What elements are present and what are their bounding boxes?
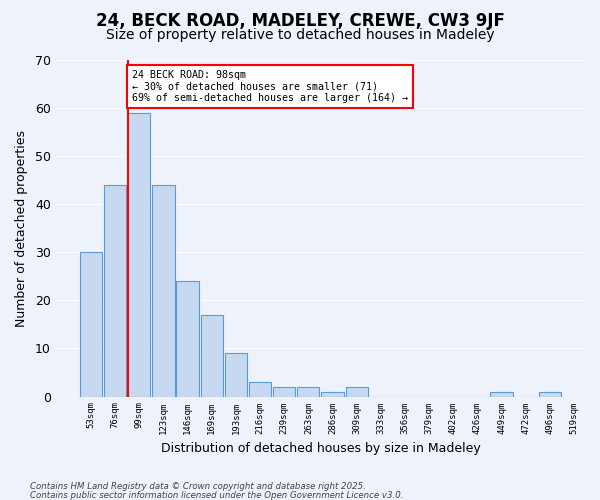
Bar (176, 281, 199, 396)
Bar (490, 392, 512, 396)
Bar (152, 185, 175, 396)
Y-axis label: Number of detached properties: Number of detached properties (15, 130, 28, 327)
Bar (539, 392, 561, 396)
Text: 24 BECK ROAD: 98sqm
← 30% of detached houses are smaller (71)
69% of semi-detach: 24 BECK ROAD: 98sqm ← 30% of detached ho… (132, 70, 408, 103)
Bar (200, 315, 223, 396)
X-axis label: Distribution of detached houses by size in Madeley: Distribution of detached houses by size … (161, 442, 480, 455)
Bar (346, 387, 368, 396)
Bar (273, 387, 295, 396)
Text: Size of property relative to detached houses in Madeley: Size of property relative to detached ho… (106, 28, 494, 42)
Text: Contains HM Land Registry data © Crown copyright and database right 2025.: Contains HM Land Registry data © Crown c… (30, 482, 366, 491)
Bar (249, 382, 271, 396)
Text: Contains public sector information licensed under the Open Government Licence v3: Contains public sector information licen… (30, 491, 404, 500)
Bar (80, 252, 102, 396)
Bar (297, 387, 319, 396)
Text: 24, BECK ROAD, MADELEY, CREWE, CW3 9JF: 24, BECK ROAD, MADELEY, CREWE, CW3 9JF (95, 12, 505, 30)
Bar (104, 185, 126, 396)
Bar (322, 392, 344, 396)
Bar (225, 354, 247, 397)
Bar (128, 113, 151, 397)
